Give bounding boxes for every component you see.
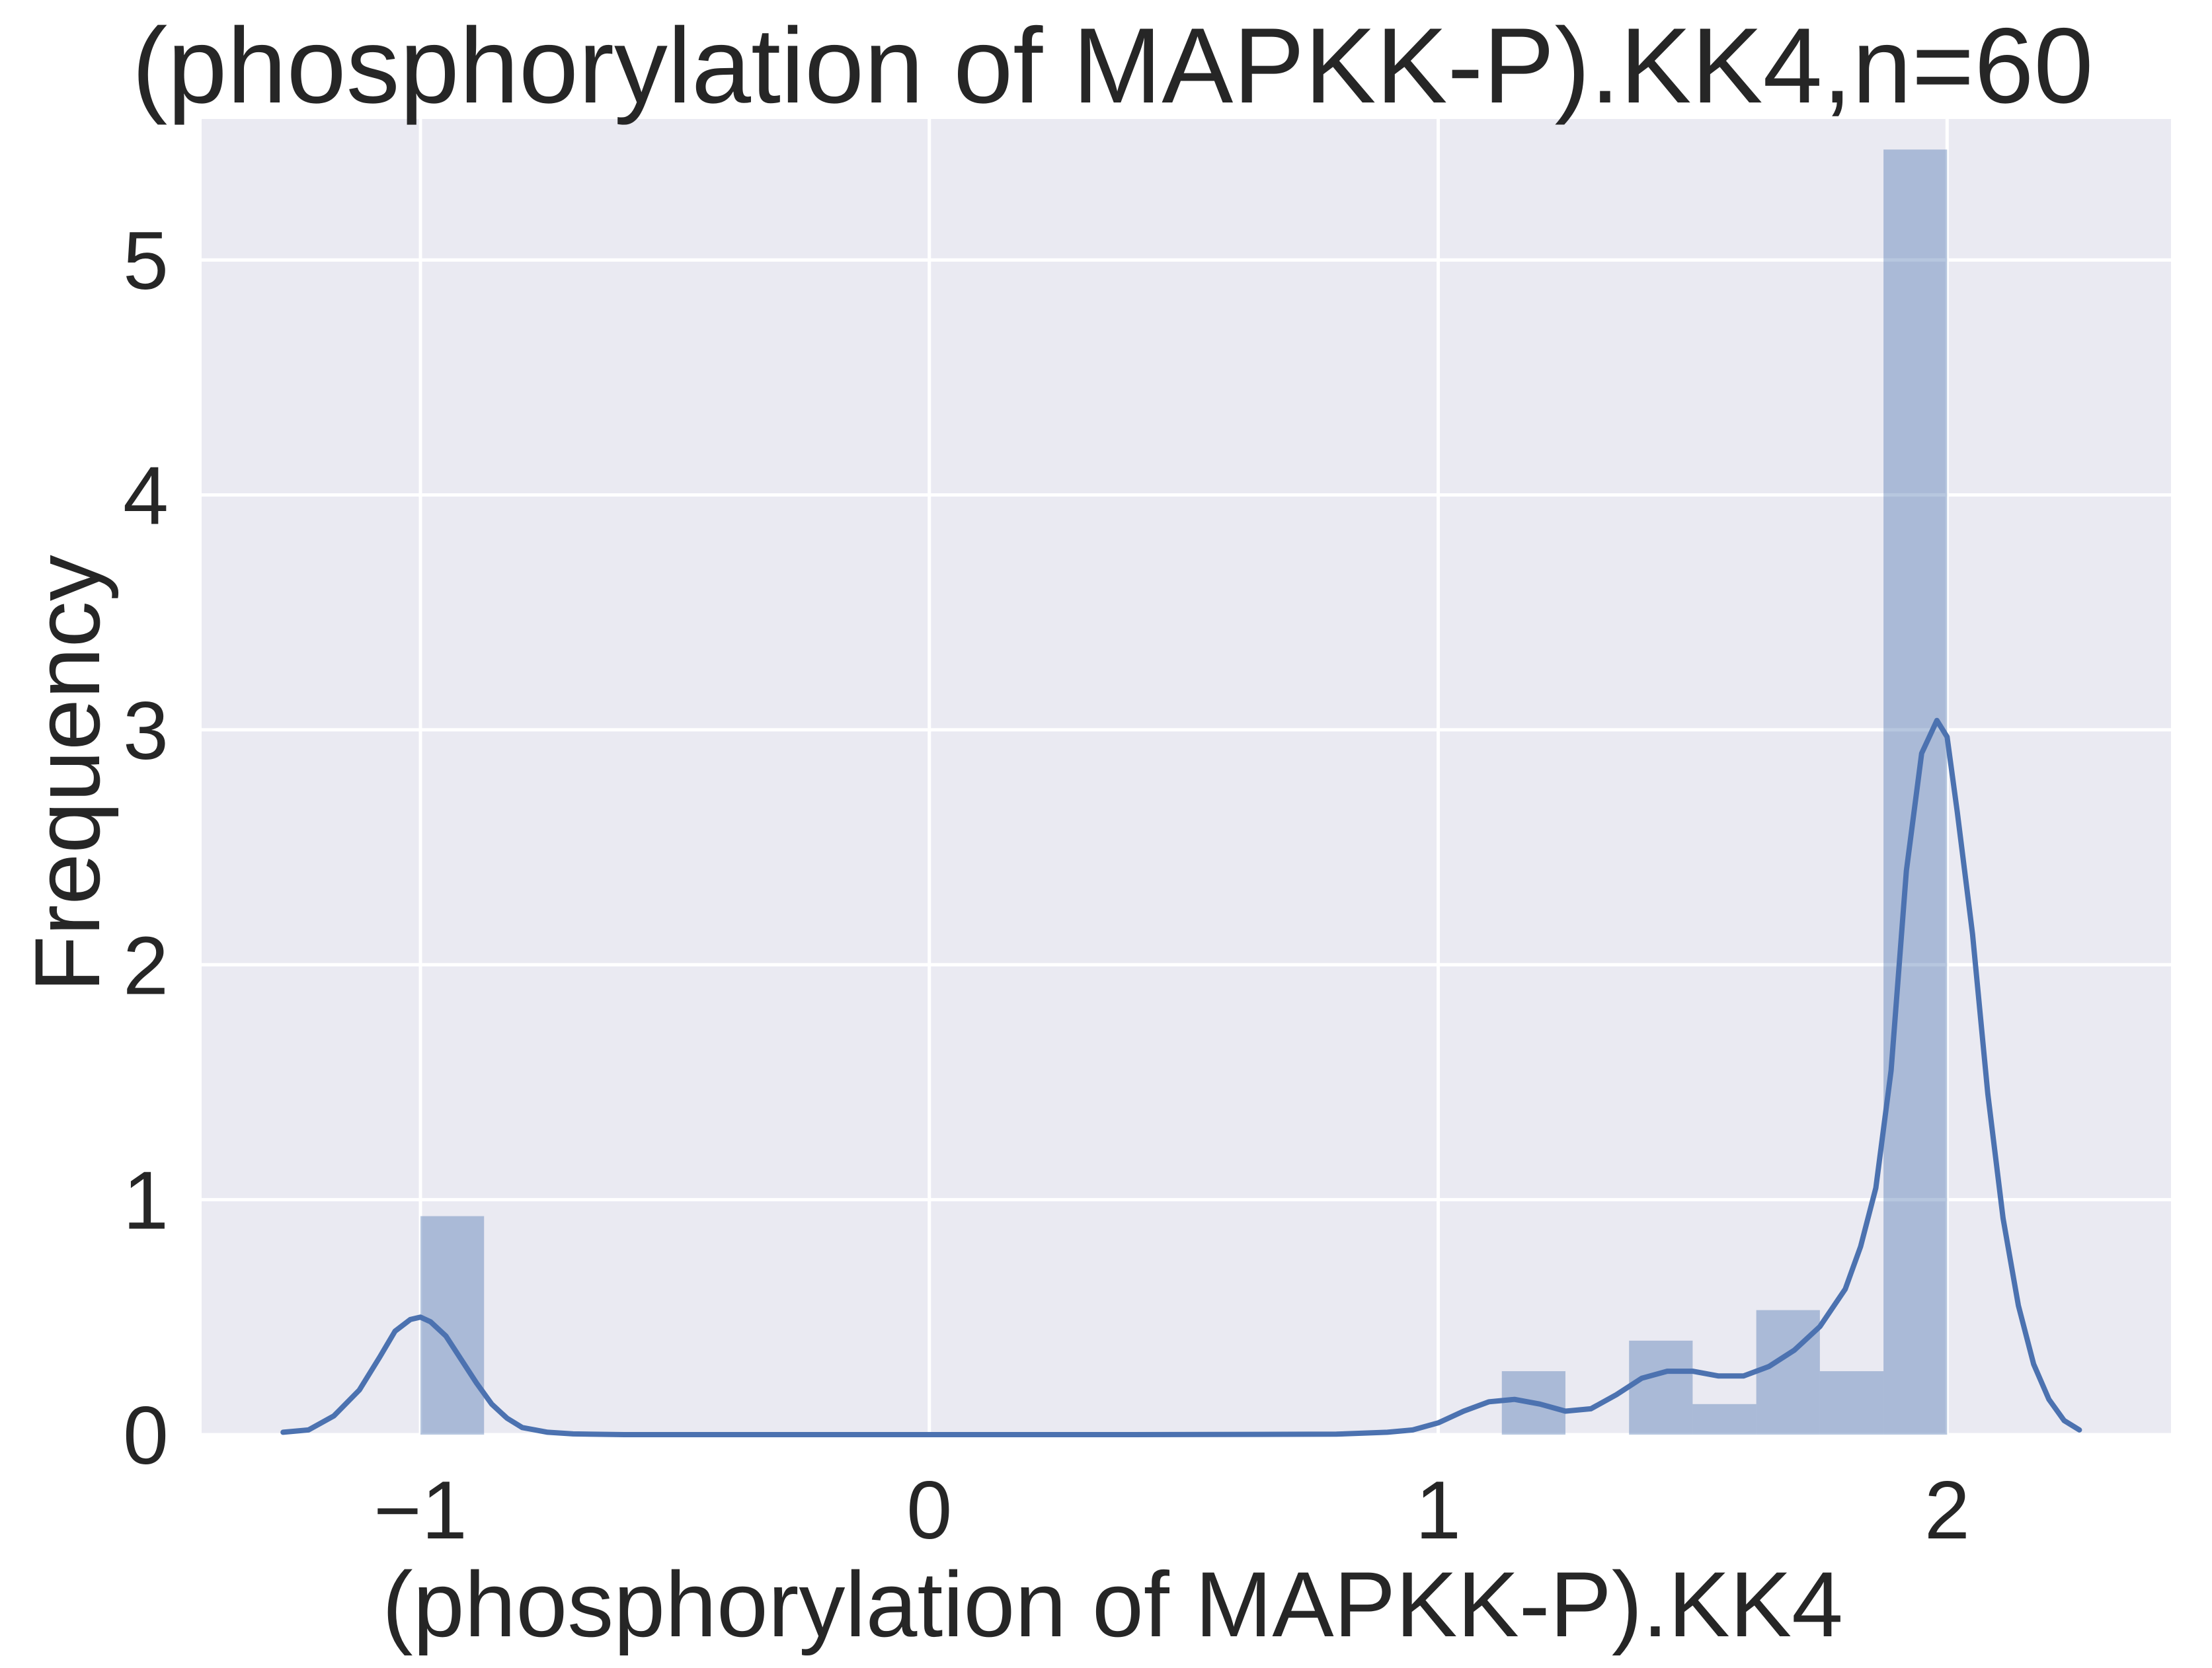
x-tick-label: −1	[374, 1465, 467, 1556]
histogram-bar	[1819, 1371, 1884, 1435]
x-tick-label: 0	[906, 1465, 952, 1556]
y-tick-label: 5	[123, 216, 169, 307]
y-tick-label: 3	[123, 686, 169, 777]
y-tick-label: 0	[123, 1390, 169, 1482]
chart-title: (phosphorylation of MAPKK-P).KK4,n=60	[132, 6, 2093, 126]
histogram-bar	[1629, 1340, 1693, 1435]
histogram-bar	[1756, 1310, 1820, 1435]
y-tick-label: 1	[123, 1156, 169, 1247]
histogram-bar	[1692, 1404, 1757, 1435]
y-tick-label: 4	[123, 451, 169, 542]
x-tick-labels: −1 0 1 2	[374, 1465, 1969, 1556]
kde-curve	[280, 717, 2082, 1437]
grid-lines	[202, 119, 2171, 1437]
x-axis-label: (phosphorylation of MAPKK-P).KK4	[382, 1552, 1843, 1656]
histogram-bar	[420, 1216, 485, 1435]
x-tick-label: 1	[1415, 1465, 1461, 1556]
plot-area	[202, 119, 2171, 1435]
x-tick-label: 2	[1924, 1465, 1970, 1556]
y-tick-label: 2	[123, 920, 169, 1012]
y-tick-labels: 0 1 2 3 4 5	[123, 216, 169, 1482]
y-axis-label: Frequency	[15, 555, 119, 992]
